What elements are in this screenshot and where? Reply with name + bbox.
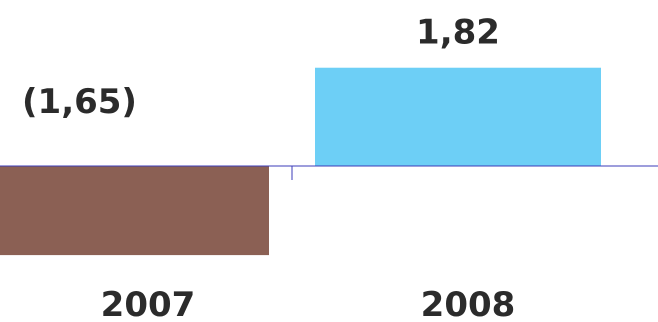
bar-2007 <box>0 166 269 256</box>
x-tick-labels-group: 2007 2008 <box>101 285 516 322</box>
data-label-2007: (1,65) <box>22 82 137 122</box>
x-tick-label-2008: 2008 <box>421 285 516 322</box>
bars-group <box>0 67 601 256</box>
x-tick-label-2007: 2007 <box>101 285 196 322</box>
bar-2008 <box>315 67 601 166</box>
data-label-2008: 1,82 <box>416 13 500 53</box>
data-labels-group: (1,65) 1,82 <box>22 13 500 122</box>
